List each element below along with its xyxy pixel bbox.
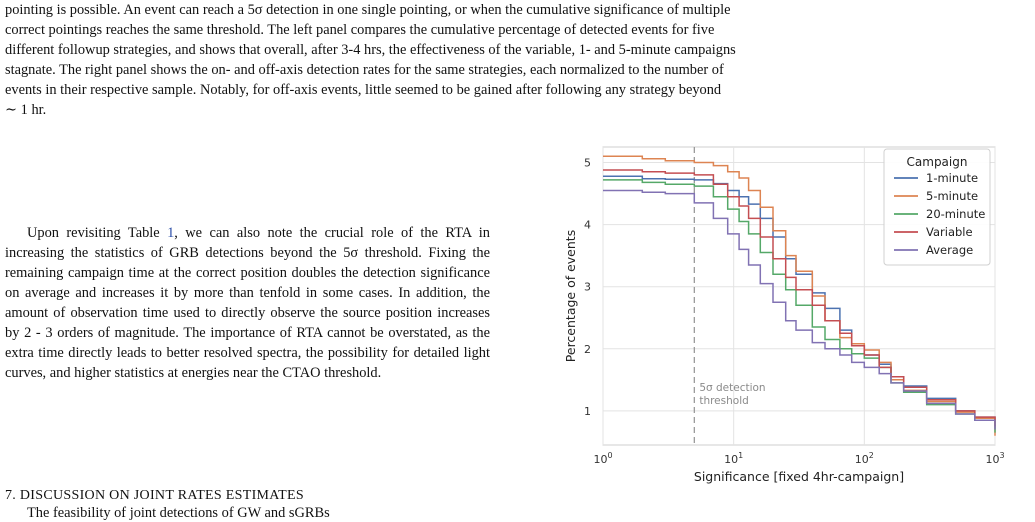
x-axis-label: Significance [fixed 4hr-campaign] <box>694 469 904 484</box>
intro-line: correct pointings reaches the same thres… <box>5 22 715 38</box>
legend-title: Campaign <box>907 155 968 169</box>
y-tick-label: 3 <box>584 281 591 294</box>
x-tick-label: 103 <box>985 451 1004 466</box>
y-tick-label: 4 <box>584 219 591 232</box>
x-tick-label: 101 <box>724 451 743 466</box>
chart-legend: Campaign 1-minute 5-minute 20-minute Variab… <box>883 148 991 266</box>
y-axis-label: Percentage of events <box>563 230 578 362</box>
legend-entry: 20-minute <box>926 207 985 221</box>
legend-entry: 1-minute <box>926 171 978 185</box>
legend-entry: 5-minute <box>926 189 978 203</box>
y-tick-label: 5 <box>584 157 591 170</box>
intro-line: events in their respective sample. Notab… <box>5 82 722 98</box>
rta-text-start: Upon revisiting Table <box>27 225 168 241</box>
intro-paragraph: pointing is possible. An event can reach… <box>5 0 1030 120</box>
intro-line: stagnate. The right panel shows the on- … <box>5 62 724 78</box>
x-tick-label: 102 <box>855 451 874 466</box>
intro-line: ∼ 1 hr. <box>5 102 47 118</box>
rta-text-end: , we can also note the crucial role of t… <box>5 225 490 381</box>
y-tick-label: 2 <box>584 343 591 356</box>
significance-chart: 5σ detection threshold 100 101 102 103 1 2 3 4 5… <box>563 146 1005 484</box>
rta-paragraph: Upon revisiting Table 1, we can also not… <box>5 223 490 383</box>
y-tick-label: 1 <box>584 405 591 418</box>
threshold-label: threshold <box>699 395 748 407</box>
series-line-variable <box>603 169 996 427</box>
x-tick-label: 100 <box>593 451 612 466</box>
series-line-average <box>603 189 996 430</box>
intro-line: pointing is possible. An event can reach… <box>5 2 731 18</box>
chart-series <box>603 155 996 436</box>
legend-entry: Variable <box>926 225 973 239</box>
threshold-label: 5σ detection <box>699 382 765 394</box>
table-reference-link[interactable]: 1 <box>167 225 175 241</box>
legend-entry: Average <box>926 243 973 257</box>
section-heading: 7. DISCUSSION ON JOINT RATES ESTIMATES <box>5 488 304 503</box>
intro-line: different followup strategies, and shows… <box>5 42 736 58</box>
